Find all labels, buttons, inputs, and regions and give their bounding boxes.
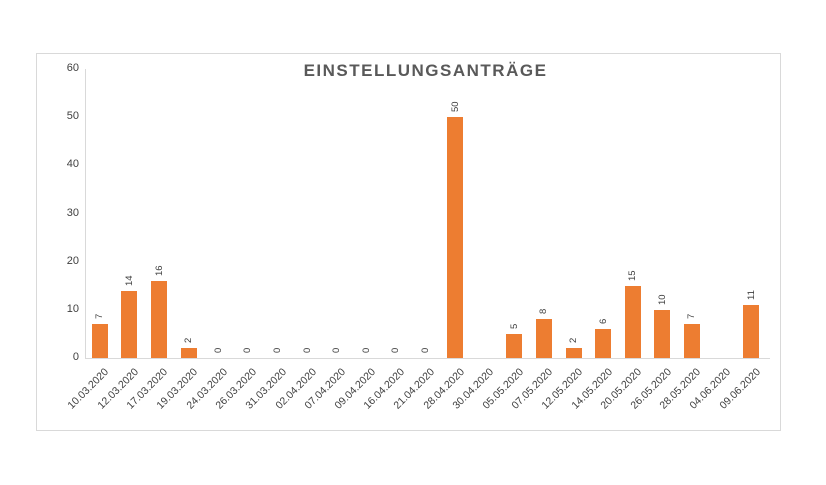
y-tick-label: 60	[66, 62, 79, 74]
y-axis-line	[85, 69, 86, 358]
y-tick-label: 20	[66, 254, 79, 267]
y-tick-label: 10	[66, 302, 79, 315]
bar-value-label: 11	[745, 290, 757, 301]
y-tick-label: 50	[66, 110, 79, 123]
bar	[565, 348, 582, 358]
bar-value-label: 6	[597, 318, 609, 325]
bar-value-label: 0	[331, 347, 343, 353]
bar	[91, 324, 108, 358]
bar-value-label: 0	[420, 347, 431, 353]
y-tick-label: 40	[66, 158, 79, 171]
bar-value-label: 15	[627, 270, 639, 281]
bar	[654, 309, 671, 358]
bar-value-label: 0	[212, 347, 224, 353]
bar-value-label: 0	[360, 347, 372, 353]
bar-value-label: 0	[242, 347, 254, 353]
bar	[447, 117, 464, 358]
bar-value-label: 8	[538, 309, 550, 315]
bar	[535, 319, 552, 358]
bar-value-label: 5	[508, 323, 520, 329]
bar-value-label: 2	[183, 338, 195, 344]
bar	[151, 280, 168, 358]
bar	[743, 305, 760, 358]
x-axis-line	[85, 358, 770, 359]
bar-value-label: 0	[271, 347, 283, 353]
bar-value-label: 0	[390, 347, 402, 353]
bar	[506, 333, 523, 358]
bar-value-label: 7	[94, 314, 106, 320]
bar-value-label: 10	[656, 294, 668, 305]
bar	[180, 348, 197, 358]
plot-area: 7 10.03.2020 14 12.03.2020 16 17.03.2020 2 19.0…	[66, 69, 770, 412]
bar-value-label: 0	[301, 347, 313, 353]
bar	[624, 285, 641, 358]
bar	[595, 329, 612, 358]
y-axis: 0 10 20 30 40 50 60	[37, 54, 83, 430]
chart-frame: EINSTELLUNGSANTRÄGE 0 10 20 30 40 50 60 7 10.03…	[36, 53, 781, 431]
bar	[683, 324, 700, 358]
bar-value-label: 16	[153, 265, 165, 276]
bar-value-label: 2	[568, 338, 580, 344]
bar-value-label: 50	[449, 101, 461, 113]
bar-value-label: 14	[123, 275, 135, 286]
y-tick-label: 0	[72, 351, 79, 363]
y-tick-label: 30	[66, 206, 79, 219]
bar-value-label: 7	[686, 314, 698, 320]
chart-title: EINSTELLUNGSANTRÄGE	[303, 61, 548, 80]
bar	[121, 290, 138, 358]
